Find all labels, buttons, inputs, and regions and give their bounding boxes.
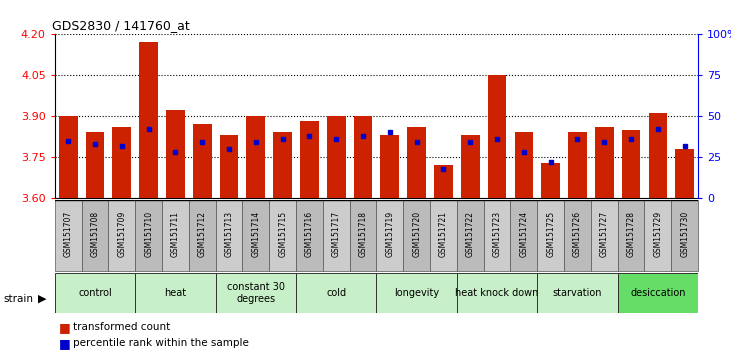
Bar [327, 116, 346, 198]
Bar [86, 132, 105, 198]
Bar [108, 200, 135, 271]
Bar [216, 273, 296, 313]
Bar [376, 200, 404, 271]
Text: GSM151707: GSM151707 [64, 211, 72, 257]
Bar [296, 273, 376, 313]
Text: strain: strain [4, 294, 34, 304]
Bar [515, 132, 533, 198]
Bar [568, 132, 587, 198]
Text: GSM151726: GSM151726 [573, 211, 582, 257]
Bar [349, 200, 376, 271]
Bar [273, 132, 292, 198]
Text: starvation: starvation [553, 288, 602, 298]
Bar [193, 124, 212, 198]
Text: GSM151716: GSM151716 [305, 211, 314, 257]
Bar [139, 42, 158, 198]
Text: GSM151729: GSM151729 [654, 211, 662, 257]
Bar [219, 135, 238, 198]
Text: GSM151708: GSM151708 [91, 211, 99, 257]
Text: GSM151721: GSM151721 [439, 211, 448, 257]
Text: GSM151711: GSM151711 [171, 211, 180, 257]
Bar [488, 75, 507, 198]
Bar [595, 127, 613, 198]
Text: control: control [78, 288, 112, 298]
Bar [618, 200, 645, 271]
Bar [675, 149, 694, 198]
Text: GSM151712: GSM151712 [198, 211, 207, 257]
Text: cold: cold [326, 288, 346, 298]
Bar [300, 121, 319, 198]
Text: GSM151713: GSM151713 [224, 211, 233, 257]
Bar [537, 273, 618, 313]
Text: heat: heat [164, 288, 186, 298]
Bar [296, 200, 323, 271]
Text: ■: ■ [58, 337, 70, 350]
Text: desiccation: desiccation [630, 288, 686, 298]
Bar [434, 165, 452, 198]
Text: longevity: longevity [394, 288, 439, 298]
Bar [564, 200, 591, 271]
Bar [484, 200, 510, 271]
Bar [189, 200, 216, 271]
Bar [376, 273, 457, 313]
Bar [216, 200, 243, 271]
Bar [135, 273, 216, 313]
Text: GSM151727: GSM151727 [600, 211, 609, 257]
Text: GSM151715: GSM151715 [279, 211, 287, 257]
Text: GSM151725: GSM151725 [546, 211, 555, 257]
Text: heat knock down: heat knock down [455, 288, 539, 298]
Text: GSM151724: GSM151724 [520, 211, 529, 257]
Bar [55, 200, 82, 271]
Bar [457, 273, 537, 313]
Text: GSM151717: GSM151717 [332, 211, 341, 257]
Text: GSM151714: GSM151714 [251, 211, 260, 257]
Bar [166, 110, 185, 198]
Bar [537, 200, 564, 271]
Bar [618, 273, 698, 313]
Bar [457, 200, 484, 271]
Text: percentile rank within the sample: percentile rank within the sample [73, 338, 249, 348]
Text: GSM151730: GSM151730 [681, 211, 689, 257]
Bar [162, 200, 189, 271]
Bar [671, 200, 698, 271]
Text: GSM151720: GSM151720 [412, 211, 421, 257]
Bar [648, 113, 667, 198]
Text: GSM151710: GSM151710 [144, 211, 153, 257]
Bar [269, 200, 296, 271]
Text: constant 30
degrees: constant 30 degrees [227, 282, 285, 304]
Bar [510, 200, 537, 271]
Bar [58, 116, 77, 198]
Bar [246, 116, 265, 198]
Text: GSM151723: GSM151723 [493, 211, 501, 257]
Bar [82, 200, 108, 271]
Text: ■: ■ [58, 321, 70, 334]
Bar [135, 200, 162, 271]
Bar [621, 130, 640, 198]
Bar [645, 200, 671, 271]
Bar [430, 200, 457, 271]
Bar [380, 135, 399, 198]
Text: GSM151722: GSM151722 [466, 211, 474, 257]
Bar [243, 200, 269, 271]
Text: ▶: ▶ [38, 294, 47, 304]
Text: GSM151728: GSM151728 [626, 211, 635, 257]
Bar [113, 127, 132, 198]
Bar [407, 127, 426, 198]
Text: GSM151709: GSM151709 [118, 211, 126, 257]
Bar [591, 200, 618, 271]
Bar [55, 273, 135, 313]
Bar [541, 162, 560, 198]
Text: transformed count: transformed count [73, 322, 170, 332]
Bar [461, 135, 480, 198]
Text: GSM151719: GSM151719 [385, 211, 394, 257]
Text: GDS2830 / 141760_at: GDS2830 / 141760_at [52, 19, 189, 33]
Text: GSM151718: GSM151718 [359, 211, 368, 257]
Bar [354, 116, 372, 198]
Bar [404, 200, 430, 271]
Bar [323, 200, 349, 271]
